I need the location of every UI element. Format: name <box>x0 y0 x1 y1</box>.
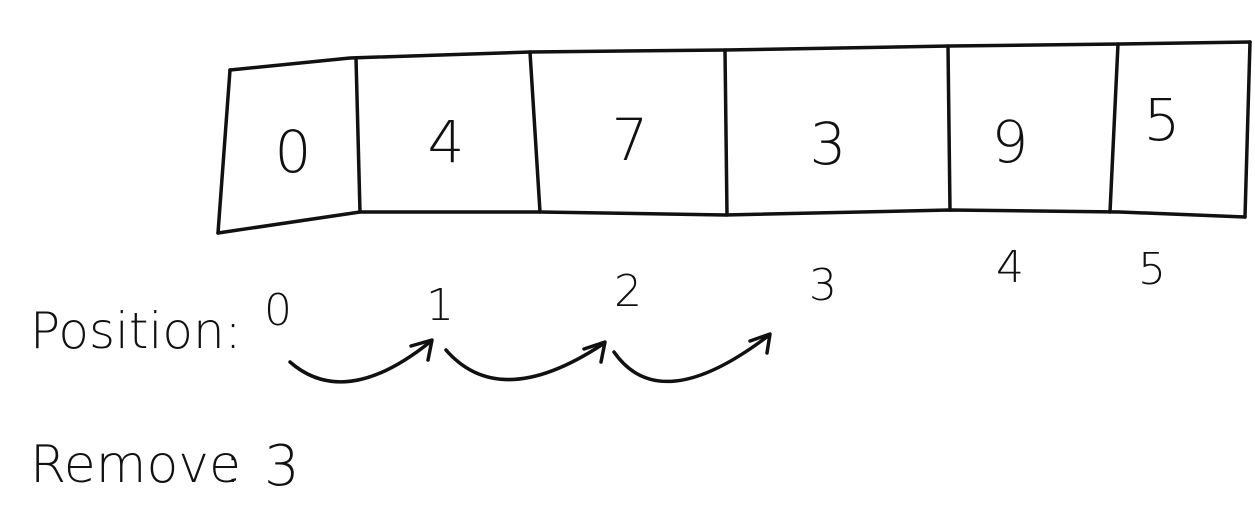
step-arrows <box>288 332 772 384</box>
array-right-edge <box>1243 40 1252 219</box>
array-top-edge <box>228 40 1252 72</box>
array-cell-values: 0 4 7 3 9 5 <box>275 86 1181 186</box>
remove-label: Remove <box>30 435 241 495</box>
cell-value: 5 <box>1144 86 1181 154</box>
cell-divider-5 <box>1108 42 1120 214</box>
index-label: 4 <box>996 242 1024 293</box>
index-label: 2 <box>614 266 642 317</box>
index-label: 3 <box>809 260 837 311</box>
array-frame <box>216 40 1252 235</box>
array-left-edge <box>216 68 232 235</box>
step-arrow <box>612 332 772 384</box>
cell-divider-2 <box>528 50 542 214</box>
index-label: 1 <box>426 280 454 331</box>
cell-divider-4 <box>946 44 952 212</box>
remove-line: Remove : 3 <box>30 434 300 499</box>
index-labels: 0 1 2 3 4 5 <box>264 242 1166 336</box>
index-label: 5 <box>1138 244 1166 295</box>
cell-divider-1 <box>354 56 362 214</box>
cell-divider-3 <box>723 48 729 217</box>
cell-value: 0 <box>275 118 312 186</box>
remove-value: 3 <box>264 434 300 499</box>
array-bottom-edge <box>216 208 1247 235</box>
cell-value: 3 <box>810 110 847 178</box>
cell-value: 4 <box>428 108 465 176</box>
position-label: Position: <box>30 302 242 360</box>
step-arrow <box>288 338 434 384</box>
step-arrow <box>444 340 607 382</box>
cell-value: 7 <box>612 106 649 174</box>
cell-value: 9 <box>992 108 1029 176</box>
index-label: 0 <box>264 285 292 336</box>
remove-colon: : <box>224 435 242 495</box>
